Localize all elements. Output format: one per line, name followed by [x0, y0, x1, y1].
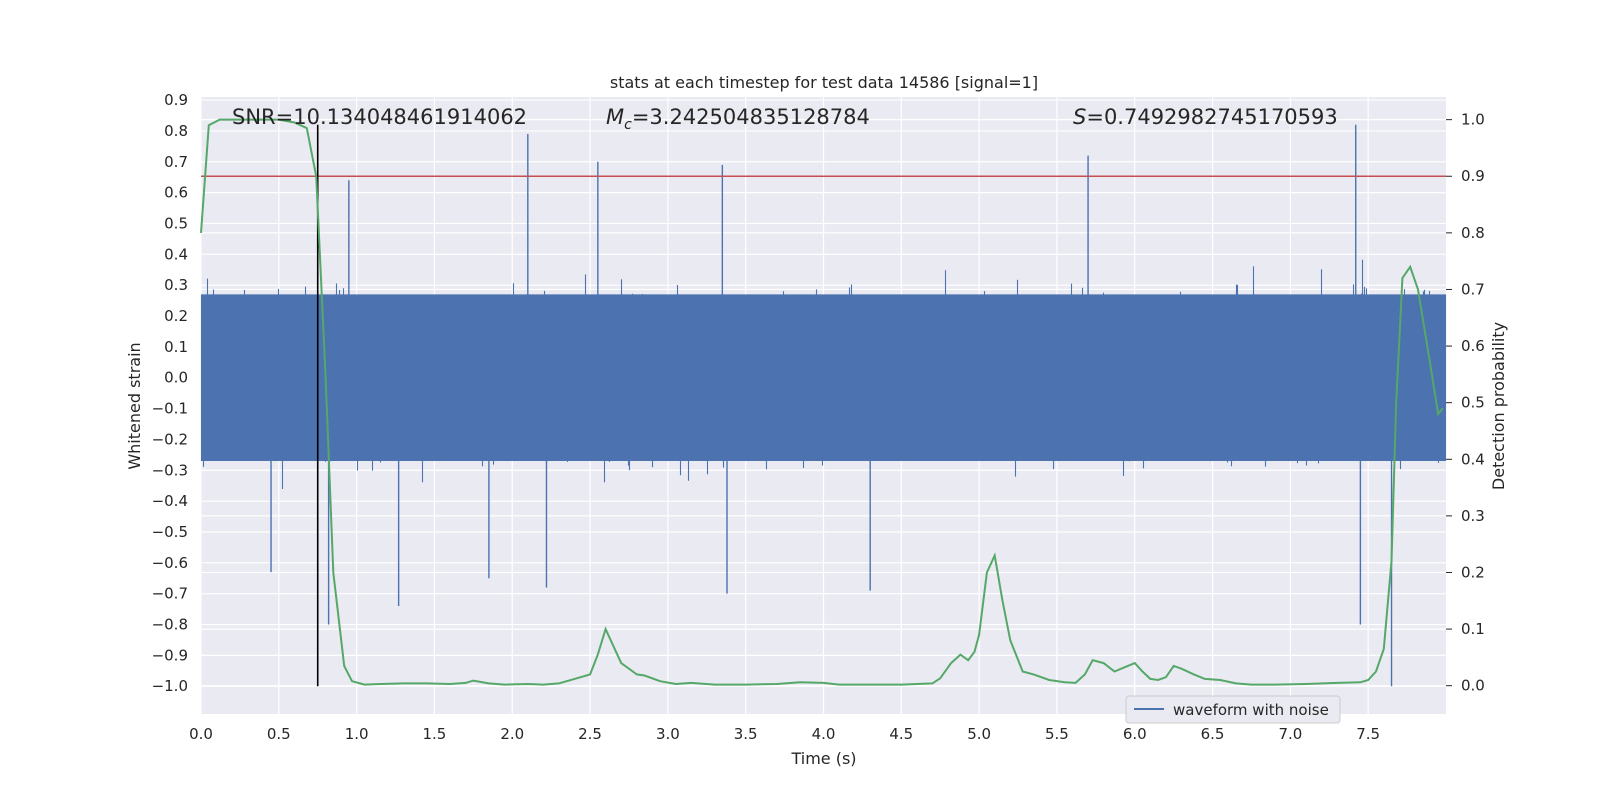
y-right-tick-label: 0.3 — [1461, 507, 1485, 525]
x-tick-label: 1.5 — [423, 725, 447, 743]
y-right-tick-label: 0.7 — [1461, 280, 1485, 298]
y-tick-label: 0.4 — [164, 245, 188, 263]
x-tick-label: 5.5 — [1045, 725, 1069, 743]
legend-box — [1125, 695, 1341, 724]
x-tick-label: 2.5 — [578, 725, 602, 743]
y-tick-labels: 0.9 0.8 0.7 0.6 0.5 0.4 0.3 0.2 0.1 0.0 −0.1 −0.2 −0… — [152, 91, 188, 695]
x-tick-labels: 0.0 0.5 1.0 1.5 2.0 2.5 3.0 3.5 4.0 4.5 5.0 5.5 6.0 6… — [189, 725, 1380, 743]
y-axis-label: Whitened strain — [125, 342, 144, 469]
y-right-tick-label: 0.4 — [1461, 450, 1485, 468]
y-tick-label: −0.5 — [152, 523, 188, 541]
x-tick-label: 7.5 — [1356, 725, 1380, 743]
x-tick-label: 1.0 — [345, 725, 369, 743]
y-tick-label: 0.3 — [164, 276, 188, 294]
y-tick-label: 0.8 — [164, 122, 188, 140]
chirp-mass-annotation: Mc=3.242504835128784 — [606, 105, 870, 133]
legend: waveform with noise — [1125, 695, 1341, 724]
y-tick-label: −0.7 — [152, 585, 188, 603]
y-right-tick-label: 0.9 — [1461, 167, 1485, 185]
y-tick-label: −0.6 — [152, 554, 188, 572]
y-right-tick-label: 0.1 — [1461, 620, 1485, 638]
y-tick-label: 0.0 — [164, 369, 188, 387]
detection-probability-line — [200, 118, 1444, 686]
x-tick-label: 5.0 — [967, 725, 991, 743]
y-tick-label: −0.2 — [152, 430, 188, 448]
legend-label: waveform with noise — [1173, 701, 1329, 719]
y-tick-label: −0.3 — [152, 461, 188, 479]
y-right-tick-labels: 1.0 0.9 0.8 0.7 0.6 0.5 0.4 0.3 0.2 0.1 0.0 — [1461, 111, 1485, 695]
y-right-tick-label: 0.6 — [1461, 337, 1485, 355]
x-tick-label: 3.5 — [734, 725, 758, 743]
y-tick-label: 0.9 — [164, 91, 188, 109]
chirp-mass-value: =3.242504835128784 — [632, 105, 870, 129]
y-tick-label: −0.4 — [152, 492, 188, 510]
y-tick-label: −0.8 — [152, 616, 188, 634]
x-tick-label: 7.0 — [1278, 725, 1302, 743]
x-tick-label: 6.5 — [1201, 725, 1225, 743]
y-right-axis-label: Detection probability — [1489, 322, 1508, 490]
y-right-tick-label: 0.0 — [1461, 677, 1485, 695]
waveform-trace — [200, 259, 1447, 489]
waveform-series — [200, 124, 1447, 687]
y-tick-label: −1.0 — [152, 677, 188, 695]
x-tick-label: 0.0 — [189, 725, 213, 743]
s-value: =0.7492982745170593 — [1086, 105, 1337, 129]
x-axis-label: Time (s) — [790, 749, 856, 768]
x-tick-label: 4.5 — [889, 725, 913, 743]
x-tick-label: 2.0 — [500, 725, 524, 743]
x-tick-label: 6.0 — [1123, 725, 1147, 743]
y-right-tick-label: 0.2 — [1461, 563, 1485, 581]
y-tick-label: 0.1 — [164, 338, 188, 356]
x-tick-label: 3.0 — [656, 725, 680, 743]
s-annotation: S=0.7492982745170593 — [1073, 105, 1338, 129]
y-right-tick-label: 1.0 — [1461, 111, 1485, 129]
chirp-mass-symbol: M — [606, 105, 624, 129]
chart-title: stats at each timestep for test data 145… — [610, 73, 1038, 92]
y-tick-label: −0.1 — [152, 400, 188, 418]
s-symbol: S — [1073, 105, 1086, 129]
y-right-tick-label: 0.8 — [1461, 224, 1485, 242]
y-tick-label: 0.7 — [164, 153, 188, 171]
snr-annotation: SNR=10.134048461914062 — [232, 105, 527, 129]
y-tick-label: 0.6 — [164, 184, 188, 202]
y-tick-label: 0.2 — [164, 307, 188, 325]
chirp-mass-subscript: c — [624, 117, 632, 133]
y-tick-label: 0.5 — [164, 214, 188, 232]
y-right-tick-label: 0.5 — [1461, 394, 1485, 412]
y-tick-label: −0.9 — [152, 646, 188, 664]
x-tick-label: 0.5 — [267, 725, 291, 743]
x-tick-label: 4.0 — [812, 725, 836, 743]
